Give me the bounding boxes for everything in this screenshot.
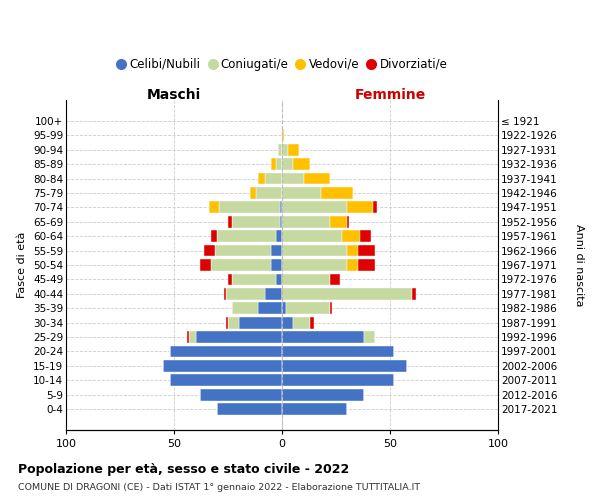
Bar [217,230,275,242]
Bar [282,403,347,415]
Bar [232,302,258,314]
Bar [412,288,416,300]
Bar [228,274,232,285]
Bar [209,202,220,213]
Text: Popolazione per età, sesso e stato civile - 2022: Popolazione per età, sesso e stato civil… [18,462,349,475]
Bar [282,130,284,141]
Bar [256,187,282,199]
Bar [321,187,353,199]
Bar [364,331,375,343]
Bar [163,360,282,372]
Bar [239,316,282,328]
Bar [282,389,364,400]
Bar [286,302,329,314]
Bar [200,259,211,271]
Bar [170,346,282,358]
Bar [265,288,282,300]
Bar [329,216,347,228]
Bar [258,302,282,314]
Bar [215,244,271,256]
Bar [282,202,347,213]
Bar [282,244,347,256]
Bar [282,331,364,343]
Bar [211,230,217,242]
Bar [282,187,321,199]
Bar [217,403,282,415]
Bar [204,244,215,256]
Bar [282,374,394,386]
Bar [329,302,332,314]
Bar [282,172,304,184]
Bar [282,144,289,156]
Bar [226,316,228,328]
Bar [226,288,265,300]
Bar [282,360,407,372]
Bar [343,230,360,242]
Bar [282,216,329,228]
Bar [282,316,293,328]
Bar [282,274,329,285]
Bar [170,374,282,386]
Bar [278,144,282,156]
Y-axis label: Anni di nascita: Anni di nascita [574,224,584,306]
Bar [293,316,310,328]
Text: COMUNE DI DRAGONI (CE) - Dati ISTAT 1° gennaio 2022 - Elaborazione TUTTITALIA.IT: COMUNE DI DRAGONI (CE) - Dati ISTAT 1° g… [18,484,420,492]
Legend: Celibi/Nubili, Coniugati/e, Vedovi/e, Divorziati/e: Celibi/Nubili, Coniugati/e, Vedovi/e, Di… [112,53,452,76]
Bar [360,230,371,242]
Bar [282,288,412,300]
Bar [271,158,275,170]
Bar [196,331,282,343]
Bar [187,331,189,343]
Bar [211,259,271,271]
Bar [347,216,349,228]
Bar [347,244,358,256]
Bar [250,187,256,199]
Bar [289,144,299,156]
Bar [271,244,282,256]
Bar [282,302,286,314]
Bar [347,259,358,271]
Bar [275,274,282,285]
Y-axis label: Fasce di età: Fasce di età [17,232,28,298]
Bar [200,389,282,400]
Bar [232,274,275,285]
Bar [304,172,329,184]
Bar [275,230,282,242]
Text: Maschi: Maschi [147,88,201,102]
Bar [358,259,375,271]
Bar [271,259,282,271]
Bar [275,158,282,170]
Text: Femmine: Femmine [355,88,425,102]
Bar [373,202,377,213]
Bar [228,216,232,228]
Bar [293,158,310,170]
Bar [282,259,347,271]
Bar [280,216,282,228]
Bar [347,202,373,213]
Bar [282,158,293,170]
Bar [265,172,282,184]
Bar [329,274,340,285]
Bar [228,316,239,328]
Bar [189,331,196,343]
Bar [224,288,226,300]
Bar [282,346,394,358]
Bar [220,202,280,213]
Bar [358,244,375,256]
Bar [258,172,265,184]
Bar [310,316,314,328]
Bar [232,216,280,228]
Bar [280,202,282,213]
Bar [282,230,343,242]
